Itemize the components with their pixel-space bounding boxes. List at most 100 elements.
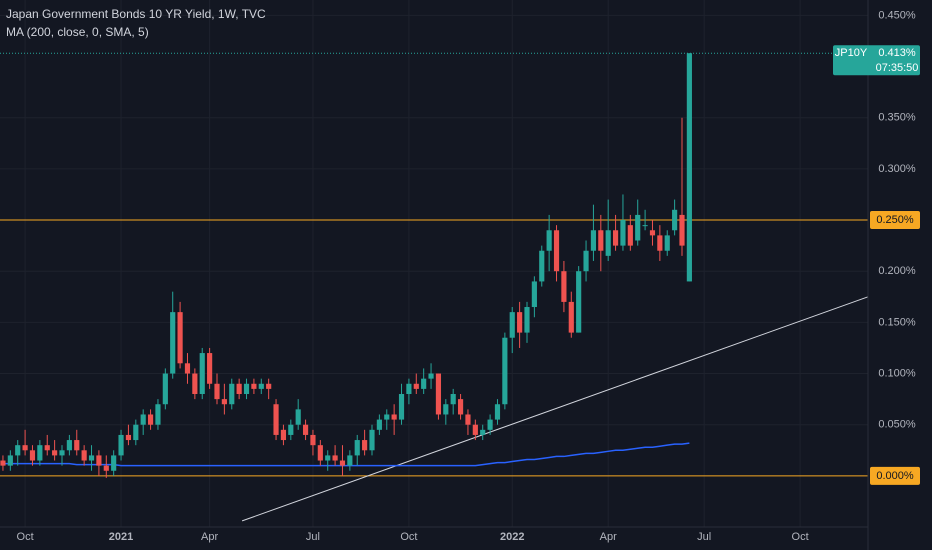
candle-body [620,220,626,246]
x-tick-label: Apr [201,531,218,543]
y-tick-label: 0.050% [878,419,916,431]
candle-body [184,363,191,374]
candle-body [251,383,257,389]
candle-body [199,353,205,395]
candle-body [0,460,6,466]
candle-body [133,424,139,441]
candle-body [421,378,427,389]
candle-body [15,445,21,456]
y-tick-label: 0.150% [878,316,916,328]
candle-body [81,450,87,461]
candle-body [347,455,353,466]
candle-body [480,429,486,435]
last-price-box [833,45,920,76]
candle-body [435,373,442,415]
candle-body [627,225,633,246]
candle-body [325,455,331,461]
candle-body [524,307,530,333]
candle-body [221,399,227,405]
x-tick-label: Oct [400,531,417,543]
price-label-box [870,466,920,485]
indicator-legend: MA (200, close, 0, SMA, 5) [6,25,149,39]
candle-body [657,235,663,251]
candle-body [295,409,301,425]
candle-body [679,214,685,246]
candle-body [125,434,132,441]
candle-body [509,312,515,338]
candle-body [635,214,641,241]
candle-body [369,429,375,451]
candle-body [406,383,412,395]
moving-average-line [2,442,690,467]
candle-body [487,419,493,430]
candle-body [332,455,338,461]
candle-body [398,394,405,420]
candle-body [686,53,692,282]
x-tick-label: Oct [17,531,34,543]
candle-body [273,404,279,435]
candle-body [502,337,508,405]
candle-body [531,281,537,308]
candle-body [170,312,176,374]
x-tick-label: Jul [306,531,320,543]
candle-body [642,225,648,227]
plot [0,52,869,522]
candle-body [88,455,95,461]
candle-body [465,414,471,425]
y-tick-label: 0.350% [878,112,916,124]
candle-body [177,312,183,364]
symbol-label: JP10Y [835,47,868,59]
candle-body [288,424,294,435]
chart-title: Japan Government Bonds 10 YR Yield, 1W, … [6,7,266,21]
candle-body [517,312,523,333]
candle-body [472,424,478,435]
candle-body [428,373,434,379]
candle-body [155,404,161,425]
axis: 0.050% 0.100% 0.150% 0.200% 0.300% 0.350% 0.45… [17,9,920,543]
x-tick-label: 2021 [109,531,133,543]
y-tick-label: 0.450% [878,9,916,21]
x-tick-label: Oct [792,531,809,543]
candle-body [207,353,213,384]
x-tick-label: Apr [600,531,617,543]
candle-body [7,455,13,466]
candle-body [236,383,242,395]
candle-body [391,414,397,420]
x-tick-label: 2022 [500,531,524,543]
candle-body [561,271,567,302]
candle-body [229,383,235,405]
candle-body [52,450,58,456]
candle-body [362,440,368,451]
candle-body [413,383,419,389]
candle-body [605,230,611,256]
candle-body [140,414,146,425]
candle-body [568,301,574,333]
candle-body [553,230,560,272]
y-tick-label: 0.300% [878,163,916,175]
y-tick-label: 0.100% [878,367,916,379]
candle-body [302,424,309,435]
candle-body [258,383,264,389]
x-tick-label: Jul [697,531,711,543]
candle-body [546,230,552,251]
candle-body [457,399,464,415]
candle-body [111,455,117,471]
candle-body [280,429,287,441]
candle-body [74,440,80,451]
candle-body [664,235,670,251]
last-price-label: 0.413% [878,47,916,59]
candle-body [317,445,323,461]
candle-body [590,230,597,251]
candle-body [162,373,168,405]
candle-body [29,450,36,461]
price-label: 0.000% [876,470,914,482]
candle-body [539,250,545,282]
candle-body [494,404,501,420]
candle-body [598,230,604,251]
candle-body [192,373,198,395]
candle-body [450,394,456,405]
candle-body [339,460,346,466]
